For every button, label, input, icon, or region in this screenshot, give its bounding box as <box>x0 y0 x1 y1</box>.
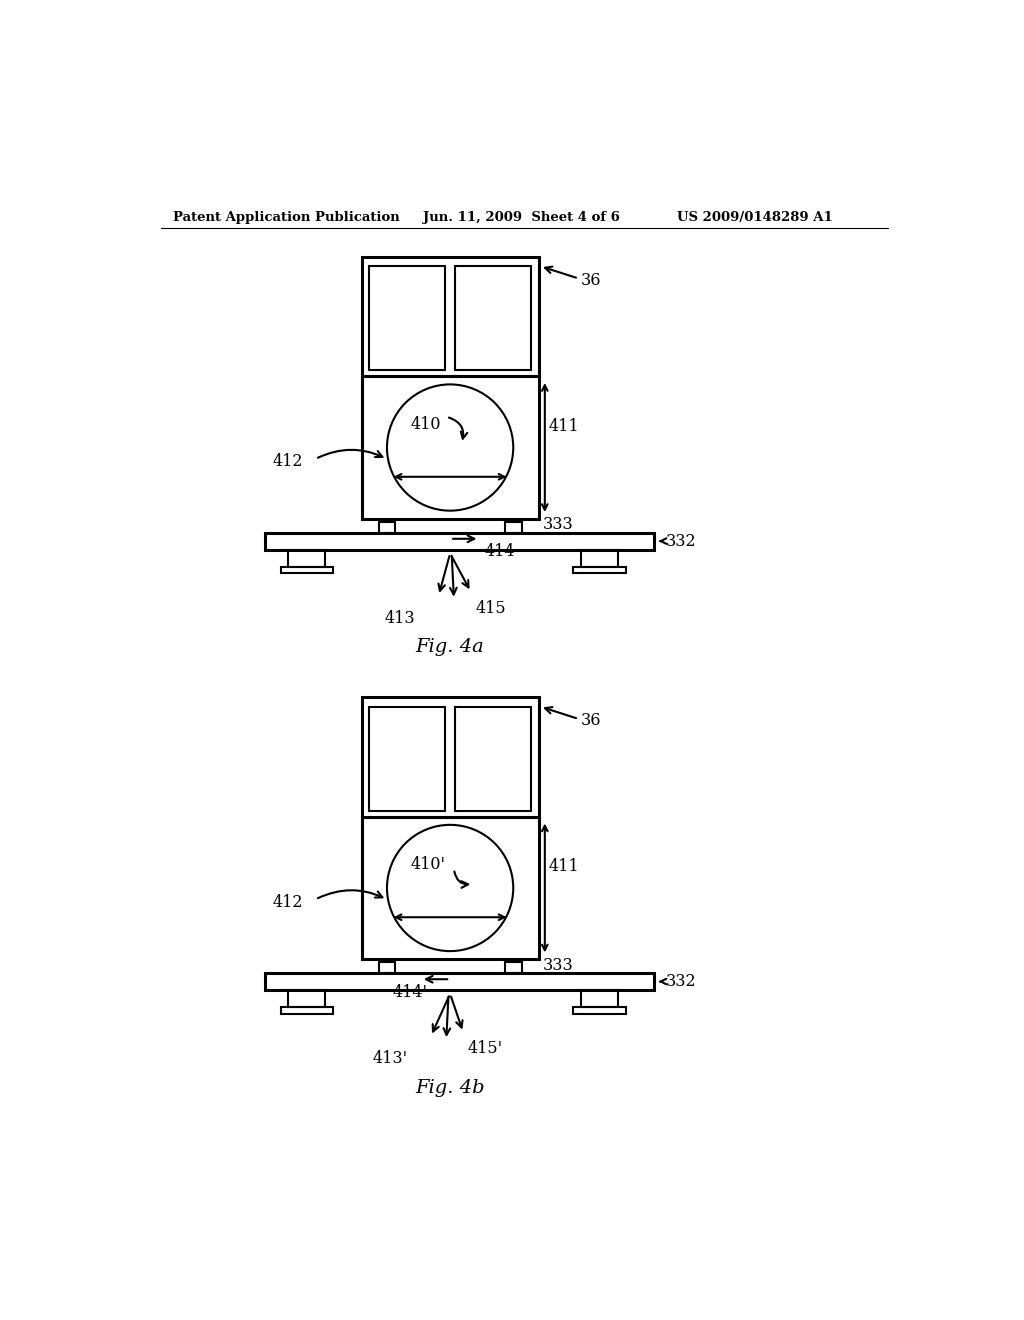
Text: 414': 414' <box>392 983 427 1001</box>
Text: 414: 414 <box>484 544 515 561</box>
Bar <box>379 521 395 533</box>
Text: 411: 411 <box>549 858 580 875</box>
Text: 415': 415' <box>468 1040 503 1057</box>
Bar <box>573 566 626 573</box>
Bar <box>370 267 445 370</box>
Bar <box>361 376 539 519</box>
Bar <box>455 267 531 370</box>
Text: 410: 410 <box>410 416 440 433</box>
Text: 412: 412 <box>273 894 303 911</box>
Text: Jun. 11, 2009  Sheet 4 of 6: Jun. 11, 2009 Sheet 4 of 6 <box>423 211 621 224</box>
Bar <box>361 257 539 376</box>
Text: 410': 410' <box>410 857 445 874</box>
Bar <box>265 533 654 549</box>
Text: 411: 411 <box>549 417 580 434</box>
Bar <box>281 1007 333 1014</box>
Text: 333: 333 <box>543 957 573 974</box>
Bar <box>281 566 333 573</box>
Text: 413': 413' <box>373 1051 408 1067</box>
Bar <box>379 962 395 973</box>
Text: 332: 332 <box>666 973 696 990</box>
Bar <box>265 973 654 990</box>
Bar <box>455 706 531 810</box>
Text: 415: 415 <box>475 599 506 616</box>
Bar <box>581 549 617 566</box>
Bar <box>289 549 326 566</box>
Text: Patent Application Publication: Patent Application Publication <box>173 211 399 224</box>
Bar <box>370 706 445 810</box>
Bar <box>505 521 521 533</box>
Text: 36: 36 <box>581 711 601 729</box>
Bar <box>289 990 326 1007</box>
Text: 413: 413 <box>385 610 416 627</box>
Text: Fig. 4b: Fig. 4b <box>416 1078 485 1097</box>
Bar <box>361 697 539 817</box>
Bar <box>573 1007 626 1014</box>
Text: 412: 412 <box>273 453 303 470</box>
Bar <box>361 817 539 960</box>
Bar <box>581 990 617 1007</box>
Text: 36: 36 <box>581 272 601 289</box>
Text: Fig. 4a: Fig. 4a <box>416 638 484 656</box>
Text: US 2009/0148289 A1: US 2009/0148289 A1 <box>677 211 833 224</box>
Bar <box>505 962 521 973</box>
Text: 332: 332 <box>666 532 696 549</box>
Text: 333: 333 <box>543 516 573 533</box>
